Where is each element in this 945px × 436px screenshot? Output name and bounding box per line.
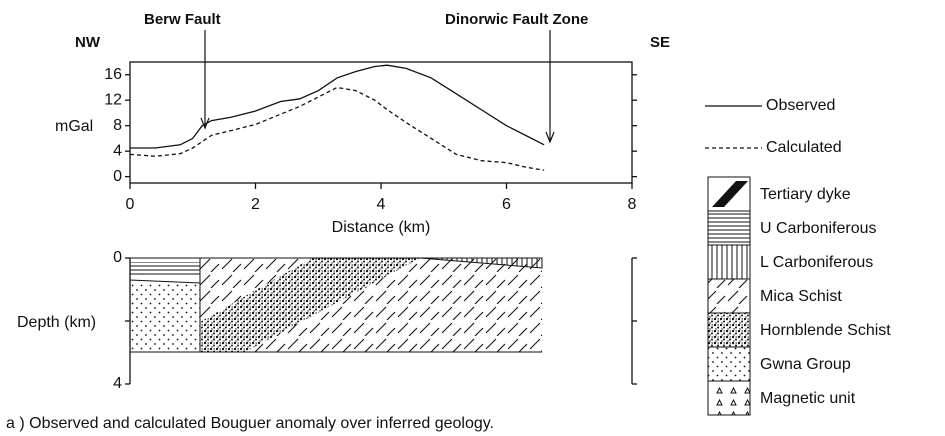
y-axis-label: mGal <box>55 118 93 135</box>
legend-label: Hornblende Schist <box>760 322 891 339</box>
annotation: Berw Fault <box>144 11 221 28</box>
legend: Observed Calculated <box>705 97 842 156</box>
legend-label: Mica Schist <box>760 288 842 305</box>
x-tick-label: 2 <box>251 196 260 213</box>
y-tick-label: 8 <box>113 117 122 134</box>
legend-label: Calculated <box>766 139 842 156</box>
y-tick-label: 12 <box>104 91 122 108</box>
fault-arrow <box>546 30 554 142</box>
x-tick-label: 8 <box>628 196 637 213</box>
geology-section <box>125 258 637 384</box>
annotation: SE <box>650 34 670 51</box>
geology-legend <box>708 177 750 415</box>
figure: NW SE Berw Fault Dinorwic Fault Zone mGa… <box>0 0 945 436</box>
y-tick-label: 0 <box>113 168 122 185</box>
fault-arrow <box>201 30 209 128</box>
x-tick-label: 0 <box>126 196 135 213</box>
annotation: Dinorwic Fault Zone <box>445 11 588 28</box>
y-axis-label: Depth (km) <box>17 314 96 331</box>
caption: a ) Observed and calculated Bouguer anom… <box>6 415 494 432</box>
y-tick-label: 16 <box>104 66 122 83</box>
y-tick-label: 4 <box>113 375 122 392</box>
legend-label: Gwna Group <box>760 356 851 373</box>
legend-label: Magnetic unit <box>760 390 856 407</box>
legend-label: Observed <box>766 97 835 114</box>
legend-label: L Carboniferous <box>760 254 873 271</box>
annotation: NW <box>75 34 101 51</box>
x-tick-label: 6 <box>502 196 511 213</box>
legend-label: U Carboniferous <box>760 220 877 237</box>
series-line <box>130 87 544 170</box>
x-tick-label: 4 <box>377 196 386 213</box>
series-line <box>130 65 544 148</box>
x-axis-label: Distance (km) <box>332 219 431 236</box>
y-tick-label: 4 <box>113 142 122 159</box>
legend-label: Tertiary dyke <box>760 186 851 203</box>
y-tick-label: 0 <box>113 249 122 266</box>
